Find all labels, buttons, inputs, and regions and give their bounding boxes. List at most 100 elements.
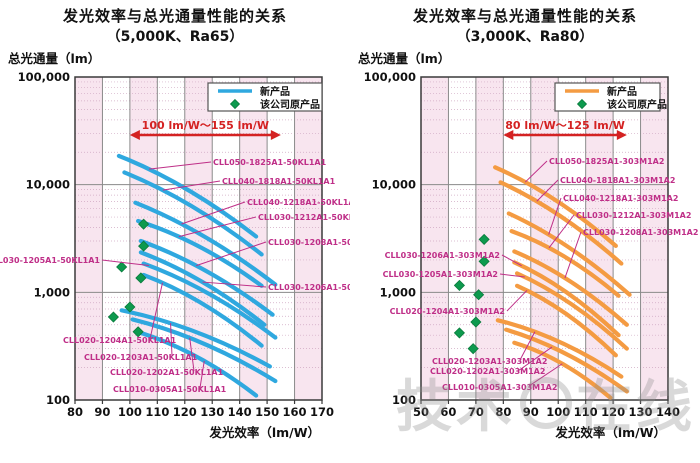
series-label: CLL040-1818A1-50KL1A1 [222,177,336,186]
range-arrow-label: 80 lm/W～125 lm/W [505,119,625,132]
old-product-diamond [107,311,119,323]
y-tick-label: 1,000 [34,285,70,299]
range-arrow-label: 100 lm/W～155 lm/W [142,119,269,132]
label-connector-line [564,231,582,279]
series-label: CLL020-1204A1-50KL1A1 [63,336,177,345]
series-curve [512,260,621,338]
legend-diamond-sample [229,98,241,110]
series-label: CLL050-1825A1-50KL1A1 [213,158,327,167]
series-label: CLL030-1212A1-303M1A2 [576,211,691,220]
series-curve [498,180,624,266]
x-axis-title: 发光效率（lm/W） [554,425,666,440]
old-product-diamond [470,316,482,328]
chart-left-plot: 100 lm/W～155 lm/W CLL050-1825A1-50KL1A1 CL… [0,70,350,440]
old-product-diamond [453,279,465,291]
y-tick-label: 100,000 [18,70,70,84]
label-connector-line [519,331,536,361]
axis-border [420,76,669,401]
series-label: CLL030-1208A1-303M1A2 [583,228,698,237]
old-product-diamond [478,255,490,267]
x-tick-label: 130 [629,405,653,419]
legend-label-new-product: 新产品 [607,85,637,98]
legend-label-new-product: 新产品 [260,85,290,98]
series-curve [495,318,624,379]
chart-left: 发光效率与总光通量性能的关系 （5,000K、Ra65） 总光通量（lm） 10… [0,7,350,440]
grid-band [421,77,449,400]
chart-right-y-axis-title: 总光通量（lm） [358,51,451,66]
range-arrow-head-right [270,130,281,140]
old-product-diamond [132,326,144,338]
legend-label-old-product: 该公司原产品 [260,98,320,111]
chart-left-y-axis-title: 总光通量（lm） [8,51,101,66]
series-label: CLL020-1202A1-50KL1A1 [110,368,224,377]
series-curve [503,327,629,394]
grid-band [75,77,103,400]
label-connector-line [202,281,267,288]
x-tick-label: 120 [173,405,197,419]
legend-box [554,82,661,112]
series-curve [141,261,278,340]
series-curve [514,271,629,351]
x-tick-label: 100 [546,405,570,419]
series-label: CLL030-1205A1-303M1A2 [383,270,498,279]
label-connector-line [189,337,195,372]
x-tick-label: 110 [145,405,169,419]
y-tick-label: 100 [392,393,416,407]
label-connector-line [528,363,563,387]
series-label: CLL010-0305A1-50KL1A1 [113,385,227,394]
label-connector-line [517,346,553,372]
series-curve [138,238,275,317]
y-tick-label: 100 [46,393,70,407]
old-product-diamond [478,233,490,245]
label-connector-line [199,360,205,389]
y-tick-label: 1,000 [380,285,416,299]
x-tick-label: 140 [656,405,680,419]
y-tick-label: 10,000 [26,178,70,192]
series-curve [138,330,259,398]
series-label: CLL020-1203A1-303M1A2 [432,357,547,366]
label-connector-line [524,160,548,183]
series-curve [119,308,272,369]
series-curve [130,317,278,384]
series-label: CLL040-1218A1-303M1A2 [563,194,678,203]
series-curve [141,272,264,348]
x-tick-label: 100 [118,405,142,419]
series-label: CLL030-1205A1-50KL1A1 [0,256,100,265]
x-tick-label: 160 [283,405,307,419]
old-product-diamond [124,301,136,313]
label-connector-line [548,214,575,249]
grid-band [294,77,322,400]
series-label: CLL030-1206A1-303M1A2 [385,251,500,260]
old-product-diamond [467,343,479,355]
series-curve [514,283,618,358]
label-connector-line [506,290,528,312]
series-curve [509,229,621,298]
old-product-diamond [453,327,465,339]
label-connector-line [499,273,525,278]
label-connector-line [548,197,562,235]
grid-band [640,77,668,400]
old-product-diamond [135,272,147,284]
x-tick-label: 130 [200,405,224,419]
label-connector-line [101,259,149,267]
old-product-diamond [138,218,150,230]
label-connector-line [178,216,257,238]
legend-diamond-sample [576,98,588,110]
old-product-diamond [116,261,128,273]
y-tick-label: 100,000 [364,70,416,84]
x-tick-label: 170 [310,405,334,419]
range-arrow-head-right [616,130,627,140]
x-axis-title: 发光效率（lm/W） [208,425,320,440]
series-label: CLL020-1204A1-303M1A2 [390,307,505,316]
chart-right-subtitle: （3,000K、Ra80） [456,29,594,45]
chart-left-title: 发光效率与总光通量性能的关系 [62,7,287,25]
label-connector-line [162,180,221,191]
old-product-diamond [473,289,485,301]
range-arrow-head-left [129,130,140,140]
legend-label-old-product: 该公司原产品 [607,98,667,111]
series-curve [136,218,264,288]
chart-right-plot: 80 lm/W～125 lm/W CLL050-1825A1-303M1A2 CLL… [364,70,699,440]
y-tick-label: 10,000 [372,178,416,192]
label-connector-line [149,161,212,170]
